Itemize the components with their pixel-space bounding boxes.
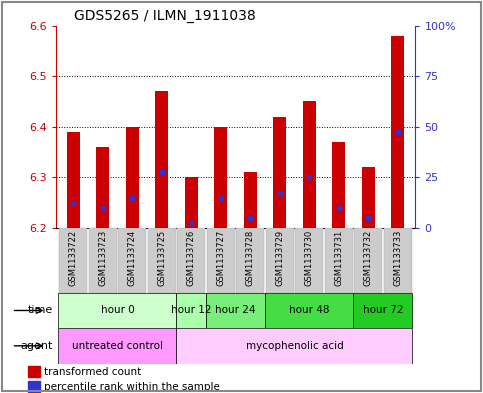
Bar xyxy=(243,172,257,228)
Text: agent: agent xyxy=(21,341,53,351)
Text: GSM1133727: GSM1133727 xyxy=(216,230,225,286)
Bar xyxy=(362,167,375,228)
Bar xyxy=(214,127,227,228)
Bar xyxy=(354,228,383,293)
Bar xyxy=(325,228,353,293)
Text: transformed count: transformed count xyxy=(44,367,142,377)
Text: GSM1133723: GSM1133723 xyxy=(98,230,107,286)
Bar xyxy=(148,228,176,293)
Text: GSM1133726: GSM1133726 xyxy=(187,230,196,286)
Bar xyxy=(88,228,117,293)
Bar xyxy=(59,228,87,293)
Text: hour 12: hour 12 xyxy=(171,305,212,316)
Bar xyxy=(206,293,265,328)
Text: hour 48: hour 48 xyxy=(289,305,329,316)
Text: GSM1133728: GSM1133728 xyxy=(246,230,255,286)
Bar xyxy=(185,177,198,228)
Text: GDS5265 / ILMN_1911038: GDS5265 / ILMN_1911038 xyxy=(73,9,256,23)
Bar xyxy=(302,101,316,228)
Bar xyxy=(177,228,205,293)
Bar xyxy=(391,36,404,228)
Text: GSM1133732: GSM1133732 xyxy=(364,230,373,286)
Bar xyxy=(28,366,40,377)
Text: GSM1133725: GSM1133725 xyxy=(157,230,166,286)
Bar xyxy=(58,328,176,364)
Text: hour 72: hour 72 xyxy=(363,305,403,316)
Bar xyxy=(207,228,235,293)
Text: GSM1133731: GSM1133731 xyxy=(334,230,343,286)
Text: GSM1133733: GSM1133733 xyxy=(393,230,402,286)
Bar xyxy=(295,228,323,293)
Bar xyxy=(236,228,264,293)
Bar xyxy=(67,132,80,228)
Text: time: time xyxy=(28,305,53,316)
Bar xyxy=(273,117,286,228)
Text: untreated control: untreated control xyxy=(72,341,163,351)
Bar xyxy=(58,293,176,328)
Bar xyxy=(266,228,294,293)
Bar xyxy=(96,147,109,228)
Bar xyxy=(28,381,40,391)
Text: mycophenolic acid: mycophenolic acid xyxy=(245,341,343,351)
Bar xyxy=(155,91,169,228)
Text: GSM1133730: GSM1133730 xyxy=(305,230,313,286)
Text: GSM1133722: GSM1133722 xyxy=(69,230,78,286)
Text: percentile rank within the sample: percentile rank within the sample xyxy=(44,382,220,391)
Bar xyxy=(354,293,412,328)
Bar xyxy=(126,127,139,228)
Bar xyxy=(176,293,206,328)
Text: hour 0: hour 0 xyxy=(100,305,134,316)
Bar xyxy=(118,228,146,293)
Bar xyxy=(176,328,412,364)
Text: GSM1133729: GSM1133729 xyxy=(275,230,284,286)
Text: hour 24: hour 24 xyxy=(215,305,256,316)
Bar xyxy=(332,142,345,228)
Text: GSM1133724: GSM1133724 xyxy=(128,230,137,286)
Bar xyxy=(384,228,412,293)
Bar xyxy=(265,293,354,328)
